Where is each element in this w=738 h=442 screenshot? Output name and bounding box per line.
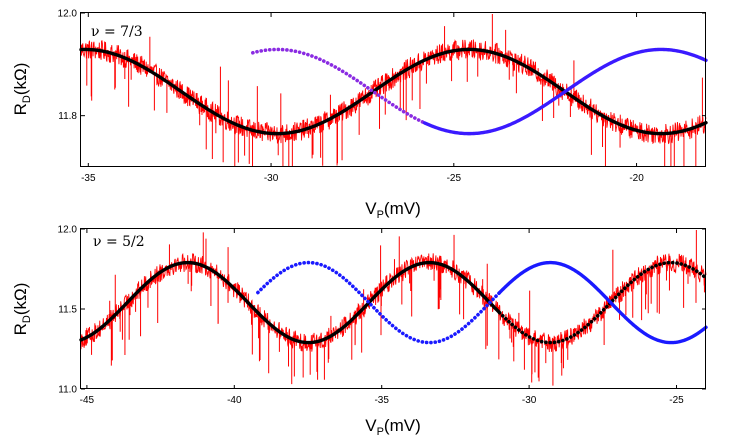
bottom-plot-content [79, 230, 708, 386]
bottom-x-tick-label-3: -30 [522, 395, 537, 406]
bottom-x-tick-label-1: -40 [227, 395, 242, 406]
bottom-series-0-spikes [91, 230, 705, 386]
bottom-y-axis-title: RD(kΩ) [11, 283, 33, 336]
bottom-panel: -45 -40 -35 -30 -25 11.0 11.5 12.0 ν = 5/2 VP(m… [11, 225, 708, 438]
bottom-x-tick-label-0: -45 [80, 395, 95, 406]
bottom-series-4-solid-line [497, 260, 708, 345]
top-x-tick-label-3: -20 [629, 173, 644, 184]
bottom-x-tick-label-4: -25 [669, 395, 684, 406]
top-ticks: -35 -30 -25 -20 11.8 12.0 [58, 9, 706, 184]
bottom-y-tick-label-1: 11.5 [58, 305, 77, 316]
top-plot-content [79, 14, 708, 166]
top-x-tick-label-2: -25 [447, 173, 462, 184]
bottom-x-axis-title: VP(mV) [365, 416, 421, 438]
top-y-axis-title: RD(kΩ) [11, 63, 33, 116]
top-series-0-noise-trace [80, 39, 707, 145]
bottom-series-3-dotted-line [256, 260, 502, 345]
top-panel-label: ν = 7/3 [91, 24, 143, 40]
top-x-tick-label-1: -30 [264, 173, 279, 184]
top-panel: -35 -30 -25 -20 11.8 12.0 ν = 7/3 VP(mV) RD(k… [11, 9, 708, 221]
bottom-series-2-dotted-line [497, 260, 708, 345]
bottom-x-tick-label-2: -35 [374, 395, 389, 406]
top-x-axis-title: VP(mV) [365, 199, 421, 221]
top-y-tick-label-0: 11.8 [58, 111, 77, 122]
top-plot-frame [80, 12, 706, 167]
bottom-panel-label: ν = 5/2 [93, 234, 145, 250]
top-series-1-solid-line [79, 47, 708, 136]
top-x-tick-label-0: -35 [81, 173, 96, 184]
bottom-y-tick-label-2: 12.0 [58, 225, 78, 236]
top-series-0-spikes [86, 14, 703, 166]
bottom-y-tick-label-0: 11.0 [58, 385, 77, 396]
top-series-3-solid-line [422, 47, 708, 136]
bottom-series-1-solid-line [79, 260, 502, 345]
top-series-2-dotted-line [250, 47, 427, 125]
bottom-ticks: -45 -40 -35 -30 -25 11.0 11.5 12.0 [58, 225, 706, 406]
bottom-plot-frame [80, 228, 706, 389]
top-y-tick-label-1: 12.0 [58, 9, 78, 20]
